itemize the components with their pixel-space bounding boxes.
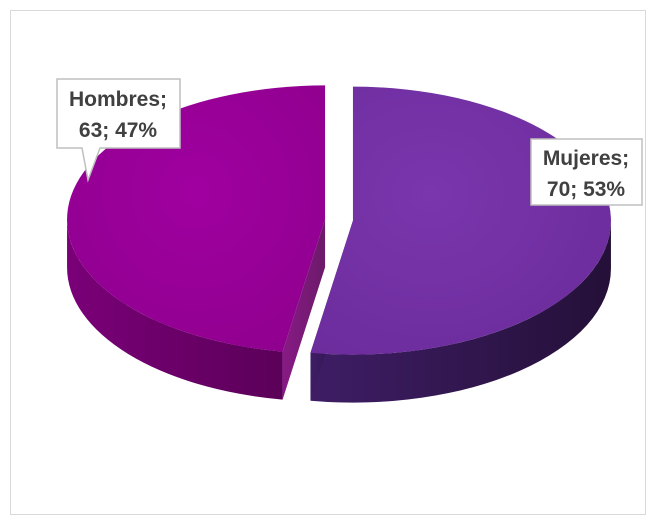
pie-slice-mujeres (310, 86, 611, 403)
data-label-hombres: Hombres; 63; 47% (56, 78, 181, 183)
data-label-mujeres: Mujeres; 70; 53% (530, 138, 643, 206)
label-mujeres-line2: 70; 53% (547, 178, 626, 201)
label-hombres-line1: Hombres; (69, 88, 167, 111)
pie-slice-hombres (67, 85, 326, 400)
pie-side-hombres (67, 219, 283, 400)
label-mujeres-line1: Mujeres; (543, 147, 629, 170)
label-hombres-line2: 63; 47% (79, 119, 158, 142)
pie-top-hombres (67, 85, 326, 352)
pie-edge-hombres (282, 219, 326, 400)
pie-side-mujeres (310, 220, 611, 403)
